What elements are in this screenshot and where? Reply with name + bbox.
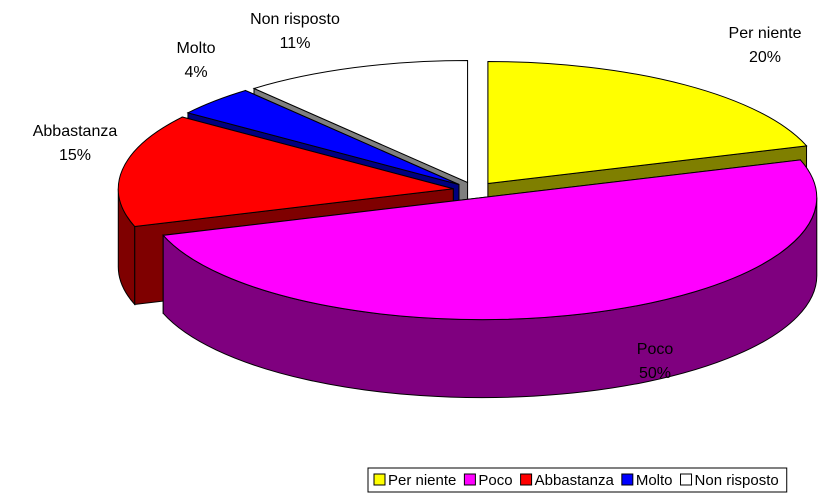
legend-swatch [680, 473, 693, 486]
slice [186, 89, 460, 185]
slice [162, 159, 818, 399]
legend-label: Non risposto [695, 472, 779, 489]
legend-swatch [463, 473, 476, 486]
slice-label: Non risposto [250, 11, 340, 28]
slice-value-label: 20% [749, 49, 781, 66]
slice-label: Abbastanza [33, 123, 118, 140]
slice [252, 59, 469, 184]
slice-value-label: 15% [59, 147, 91, 164]
slice-label: Molto [176, 40, 215, 57]
legend-label: Abbastanza [535, 472, 615, 489]
legend-swatch [520, 473, 533, 486]
slice-label: Per niente [729, 25, 802, 42]
legend-swatch [621, 473, 634, 486]
slice-value-label: 50% [639, 365, 671, 382]
legend-label: Molto [636, 472, 673, 489]
legend-label: Per niente [388, 472, 456, 489]
slice-value-label: 11% [280, 35, 311, 52]
slice-label: Poco [637, 341, 674, 358]
legend-swatch [373, 473, 386, 486]
legend-label: Poco [478, 472, 512, 489]
slice [487, 61, 808, 185]
legend [367, 467, 788, 493]
slice [162, 159, 818, 321]
slice-value-label: 4% [184, 64, 207, 81]
slice [117, 116, 454, 227]
